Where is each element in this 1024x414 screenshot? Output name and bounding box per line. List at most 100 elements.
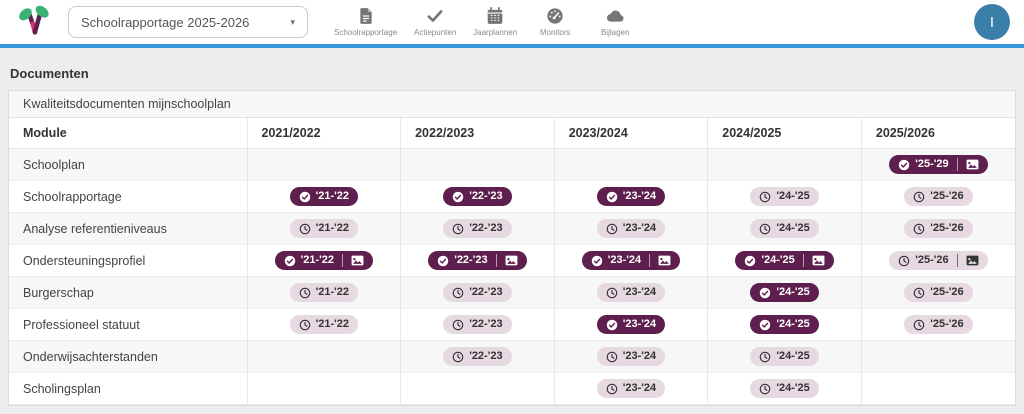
document-badge-completed[interactable]: '23-'24 [581, 250, 681, 271]
badge-year-label: '23-'24 [622, 349, 657, 362]
badge-year-label: '22-'23 [469, 221, 503, 234]
year-cell: '21-'22 [246, 180, 401, 213]
year-cell: '25-'26 [860, 308, 1015, 341]
documents-table: Module 2021/2022 2022/2023 2023/2024 2024/20… [9, 118, 1015, 405]
check-circle-icon [606, 191, 618, 203]
year-cell: '21-'22 [246, 276, 401, 309]
year-cell [860, 372, 1015, 405]
badge-year-label: '21-'22 [315, 317, 349, 330]
nav-item-monitors[interactable]: Monitors [533, 7, 577, 37]
cloud-icon [606, 7, 624, 25]
badge-year-label: '23-'24 [622, 285, 657, 298]
nav-item-label: Jaarplannen [473, 28, 518, 37]
document-badge-planned[interactable]: '23-'24 [596, 378, 666, 399]
document-badge-completed[interactable]: '21-'22 [274, 250, 373, 271]
document-badge-planned[interactable]: '25-'26 [889, 250, 988, 271]
document-badge-planned[interactable]: '24-'25 [750, 218, 819, 239]
document-badge-planned[interactable]: '21-'22 [289, 282, 358, 303]
top-header: Schoolrapportage 2025-2026 ▾ Schoolrappo… [0, 0, 1024, 44]
document-badge-completed[interactable]: '23-'24 [596, 186, 666, 207]
document-badge-planned[interactable]: '21-'22 [289, 314, 358, 335]
clock-icon [452, 223, 464, 235]
badge-year-label: '21-'22 [315, 221, 349, 234]
document-badge-planned[interactable]: '23-'24 [596, 218, 666, 239]
badge-year-label: '23-'24 [622, 317, 657, 330]
year-cell: '24-'25 [707, 308, 862, 341]
badge-year-label: '22-'23 [454, 253, 488, 266]
document-badge-planned[interactable]: '22-'23 [443, 218, 512, 239]
mijnschoolplan-logo-icon[interactable] [16, 4, 52, 40]
document-badge-planned[interactable]: '22-'23 [443, 282, 512, 303]
user-avatar[interactable]: I [974, 4, 1010, 40]
year-cell: '23-'24 [553, 212, 708, 245]
badge-year-label: '25-'26 [930, 317, 964, 330]
check-icon [426, 7, 444, 25]
year-cell: '23-'24 [553, 180, 708, 213]
document-badge-completed[interactable]: '25-'29 [889, 154, 988, 175]
nav-item-jaarplannen[interactable]: Jaarplannen [473, 7, 517, 37]
document-badge-completed[interactable]: '22-'23 [428, 250, 527, 271]
check-circle-icon [898, 159, 910, 171]
document-badge-planned[interactable]: '24-'25 [750, 186, 819, 207]
check-circle-icon [744, 255, 756, 267]
badge-year-label: '21-'22 [300, 253, 334, 266]
clock-icon [299, 319, 311, 331]
nav-item-schoolrapportage[interactable]: Schoolrapportage [334, 7, 397, 37]
table-row: Scholingsplan '23-'24 '24-'25 [9, 372, 1015, 405]
image-attachment-icon[interactable] [505, 254, 518, 267]
image-attachment-icon[interactable] [812, 254, 825, 267]
image-attachment-icon[interactable] [658, 254, 671, 267]
document-badge-planned[interactable]: '22-'23 [443, 314, 512, 335]
image-attachment-icon[interactable] [966, 254, 979, 267]
document-badge-planned[interactable]: '25-'26 [904, 282, 973, 303]
nav-item-actiepunten[interactable]: Actiepunten [413, 7, 457, 37]
clock-icon [759, 383, 771, 395]
document-badge-completed[interactable]: '21-'22 [289, 186, 358, 207]
document-badge-planned[interactable]: '25-'26 [904, 186, 973, 207]
document-badge-planned[interactable]: '23-'24 [596, 346, 666, 367]
document-badge-completed[interactable]: '23-'24 [596, 314, 666, 335]
clock-icon [759, 351, 771, 363]
document-badge-planned[interactable]: '23-'24 [596, 282, 666, 303]
table-row: Schoolrapportage '21-'22 '22-'23 '23-'24 '24… [9, 180, 1015, 213]
clock-icon [452, 319, 464, 331]
clock-icon [898, 255, 910, 267]
clock-icon [299, 223, 311, 235]
nav-item-bijlagen[interactable]: Bijlagen [593, 7, 637, 37]
document-badge-planned[interactable]: '24-'25 [750, 346, 819, 367]
gauge-icon [546, 7, 564, 25]
clock-icon [452, 351, 464, 363]
clock-icon [913, 191, 925, 203]
badge-year-label: '24-'25 [776, 285, 810, 298]
badge-divider [341, 253, 343, 268]
badge-year-label: '23-'24 [622, 381, 657, 394]
image-attachment-icon[interactable] [966, 158, 979, 171]
document-badge-planned[interactable]: '21-'22 [289, 218, 358, 239]
column-header-year: 2024/2025 [707, 118, 862, 149]
nav-item-label: Bijlagen [600, 28, 630, 37]
clock-icon [913, 287, 925, 299]
badge-year-label: '21-'22 [315, 285, 349, 298]
badge-divider [802, 253, 804, 268]
module-name: Ondersteuningsprofiel [9, 244, 247, 277]
document-badge-completed[interactable]: '24-'25 [750, 314, 819, 335]
module-name: Schoolplan [9, 148, 247, 181]
document-selector-dropdown[interactable]: Schoolrapportage 2025-2026 ▾ [68, 6, 308, 38]
clock-icon [913, 319, 925, 331]
year-cell: '24-'25 [707, 372, 862, 405]
document-badge-planned[interactable]: '25-'26 [904, 314, 973, 335]
document-badge-planned[interactable]: '22-'23 [443, 346, 512, 367]
clock-icon [606, 287, 618, 299]
document-badge-planned[interactable]: '24-'25 [750, 378, 819, 399]
year-cell [400, 372, 555, 405]
badge-divider [495, 253, 497, 268]
document-badge-planned[interactable]: '25-'26 [904, 218, 973, 239]
image-attachment-icon[interactable] [351, 254, 364, 267]
table-row: Analyse referentieniveaus '21-'22 '22-'23 '… [9, 212, 1015, 245]
year-cell: '23-'24 [553, 308, 708, 341]
document-badge-completed[interactable]: '24-'25 [750, 282, 819, 303]
document-badge-completed[interactable]: '24-'25 [735, 250, 834, 271]
document-badge-completed[interactable]: '22-'23 [443, 186, 512, 207]
badge-year-label: '24-'25 [776, 189, 810, 202]
year-cell: '22-'23 [400, 212, 555, 245]
